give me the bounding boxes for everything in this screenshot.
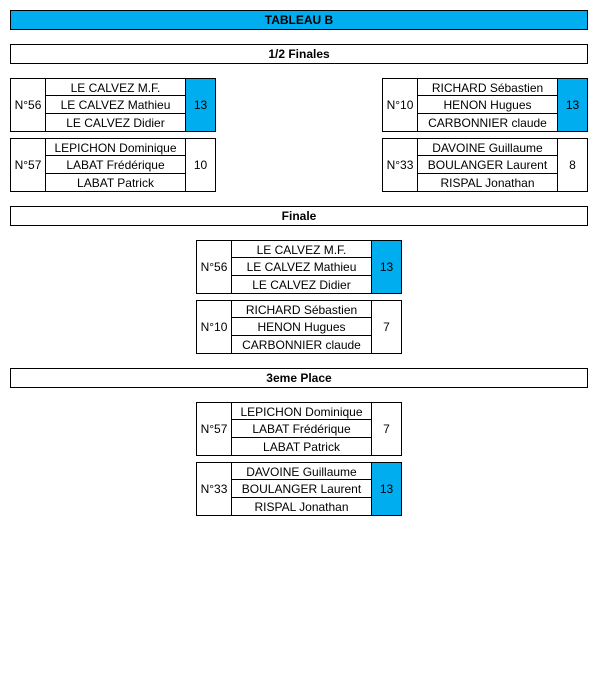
team-number: N°33 [196,462,232,516]
player-name: LE CALVEZ Mathieu [46,96,186,114]
player-name: LE CALVEZ Didier [232,276,372,294]
team-card: N°33DAVOINE GuillaumeBOULANGER LaurentRI… [382,138,588,192]
team-number: N°10 [382,78,418,132]
team-number: N°57 [196,402,232,456]
player-list: LE CALVEZ M.F.LE CALVEZ MathieuLE CALVEZ… [46,78,186,132]
player-name: DAVOINE Guillaume [232,462,372,480]
player-list: DAVOINE GuillaumeBOULANGER LaurentRISPAL… [418,138,558,192]
player-list: RICHARD SébastienHENON HuguesCARBONNIER … [418,78,558,132]
player-name: LABAT Patrick [46,174,186,192]
team-number: N°33 [382,138,418,192]
player-list: LE CALVEZ M.F.LE CALVEZ MathieuLE CALVEZ… [232,240,372,294]
player-name: RISPAL Jonathan [232,498,372,516]
section-header: 3eme Place [10,368,588,388]
bracket-row: N°10RICHARD SébastienHENON HuguesCARBONN… [10,300,588,354]
team-number: N°56 [196,240,232,294]
section-header: 1/2 Finales [10,44,588,64]
section-header: Finale [10,206,588,226]
bracket-row: N°33DAVOINE GuillaumeBOULANGER LaurentRI… [10,462,588,516]
team-card: N°57LEPICHON DominiqueLABAT FrédériqueLA… [10,138,216,192]
page-title: TABLEAU B [10,10,588,30]
score-cell: 7 [372,300,402,354]
team-number: N°10 [196,300,232,354]
team-card: N°57LEPICHON DominiqueLABAT FrédériqueLA… [196,402,402,456]
bracket-row: N°57LEPICHON DominiqueLABAT FrédériqueLA… [10,138,588,192]
player-name: RISPAL Jonathan [418,174,558,192]
score-cell: 13 [186,78,216,132]
player-list: DAVOINE GuillaumeBOULANGER LaurentRISPAL… [232,462,372,516]
player-list: LEPICHON DominiqueLABAT FrédériqueLABAT … [232,402,372,456]
team-number: N°56 [10,78,46,132]
score-cell: 8 [558,138,588,192]
bracket-row: N°56LE CALVEZ M.F.LE CALVEZ MathieuLE CA… [10,78,588,132]
score-cell: 13 [372,240,402,294]
player-list: RICHARD SébastienHENON HuguesCARBONNIER … [232,300,372,354]
player-name: LEPICHON Dominique [232,402,372,420]
player-name: LE CALVEZ Mathieu [232,258,372,276]
team-card: N°56LE CALVEZ M.F.LE CALVEZ MathieuLE CA… [10,78,216,132]
player-name: BOULANGER Laurent [232,480,372,498]
player-name: LE CALVEZ Didier [46,114,186,132]
player-name: HENON Hugues [232,318,372,336]
team-card: N°10RICHARD SébastienHENON HuguesCARBONN… [382,78,588,132]
team-number: N°57 [10,138,46,192]
bracket-row: N°57LEPICHON DominiqueLABAT FrédériqueLA… [10,402,588,456]
player-name: LEPICHON Dominique [46,138,186,156]
player-name: LABAT Frédérique [232,420,372,438]
bracket-row: N°56LE CALVEZ M.F.LE CALVEZ MathieuLE CA… [10,240,588,294]
player-name: HENON Hugues [418,96,558,114]
score-cell: 10 [186,138,216,192]
player-name: LE CALVEZ M.F. [232,240,372,258]
player-name: DAVOINE Guillaume [418,138,558,156]
player-name: CARBONNIER claude [418,114,558,132]
player-name: LABAT Patrick [232,438,372,456]
team-card: N°10RICHARD SébastienHENON HuguesCARBONN… [196,300,402,354]
team-card: N°33DAVOINE GuillaumeBOULANGER LaurentRI… [196,462,402,516]
player-name: LE CALVEZ M.F. [46,78,186,96]
score-cell: 13 [372,462,402,516]
player-name: RICHARD Sébastien [232,300,372,318]
score-cell: 7 [372,402,402,456]
player-name: LABAT Frédérique [46,156,186,174]
team-card: N°56LE CALVEZ M.F.LE CALVEZ MathieuLE CA… [196,240,402,294]
player-name: CARBONNIER claude [232,336,372,354]
player-name: RICHARD Sébastien [418,78,558,96]
player-name: BOULANGER Laurent [418,156,558,174]
score-cell: 13 [558,78,588,132]
player-list: LEPICHON DominiqueLABAT FrédériqueLABAT … [46,138,186,192]
